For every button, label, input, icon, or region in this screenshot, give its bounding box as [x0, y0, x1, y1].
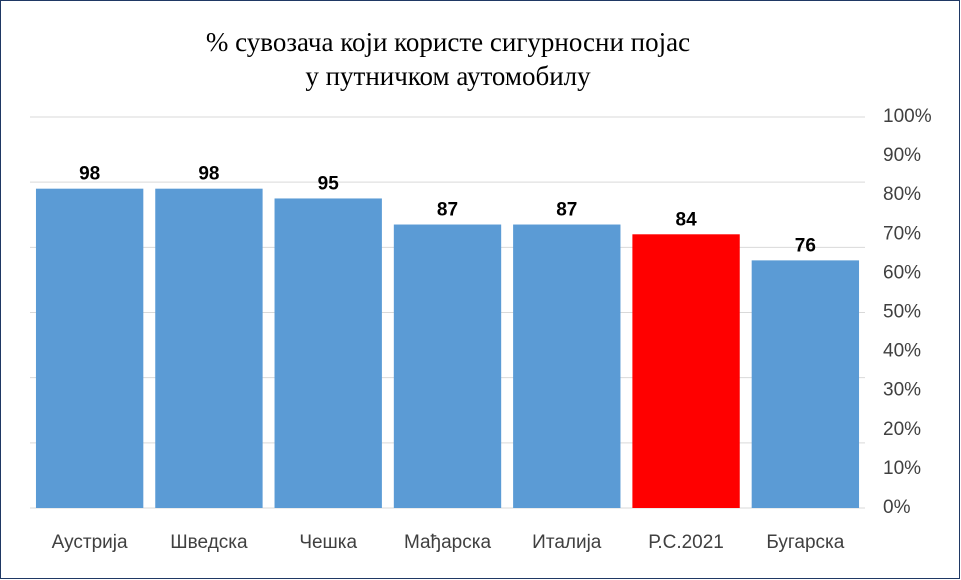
- y2-tick-label: 40%: [883, 341, 921, 362]
- chart-title: у путничком аутомобилу: [305, 61, 591, 91]
- value-label: 76: [795, 235, 816, 256]
- y2-tick-label: 10%: [883, 458, 921, 479]
- y2-tick-label: 30%: [883, 380, 921, 401]
- y2-tick-label: 100%: [883, 106, 932, 127]
- bar: [393, 224, 502, 508]
- y2-tick-label: 60%: [883, 262, 921, 283]
- y2-tick-label: 50%: [883, 302, 921, 323]
- bar: [274, 198, 382, 509]
- x-tick-label: Италија: [532, 532, 602, 553]
- bar: [513, 224, 621, 508]
- value-label: 98: [198, 164, 219, 185]
- x-tick-label: Бугарска: [766, 532, 844, 553]
- value-label: 84: [676, 209, 698, 230]
- x-tick-label: Чешка: [299, 532, 357, 553]
- value-label: 95: [318, 173, 340, 194]
- x-tick-label: Аустрија: [52, 532, 128, 553]
- y2-tick-label: 90%: [883, 145, 921, 166]
- value-label: 98: [79, 164, 100, 185]
- bar: [155, 188, 263, 508]
- chart-title: % сувозача који користе сигурносни појас: [206, 27, 690, 57]
- y2-tick-label: 80%: [883, 184, 921, 205]
- value-label: 87: [437, 200, 458, 221]
- bar: [35, 188, 144, 508]
- value-label: 87: [556, 200, 577, 221]
- y2-tick-label: 20%: [883, 419, 921, 440]
- bar: [632, 234, 740, 509]
- x-tick-label: Мађарска: [404, 532, 492, 553]
- y2-tick-label: 0%: [883, 497, 911, 518]
- bar: [751, 260, 860, 508]
- x-tick-label: Р.С.2021: [648, 532, 724, 553]
- y2-tick-label: 70%: [883, 223, 921, 244]
- x-tick-label: Шведска: [170, 532, 248, 553]
